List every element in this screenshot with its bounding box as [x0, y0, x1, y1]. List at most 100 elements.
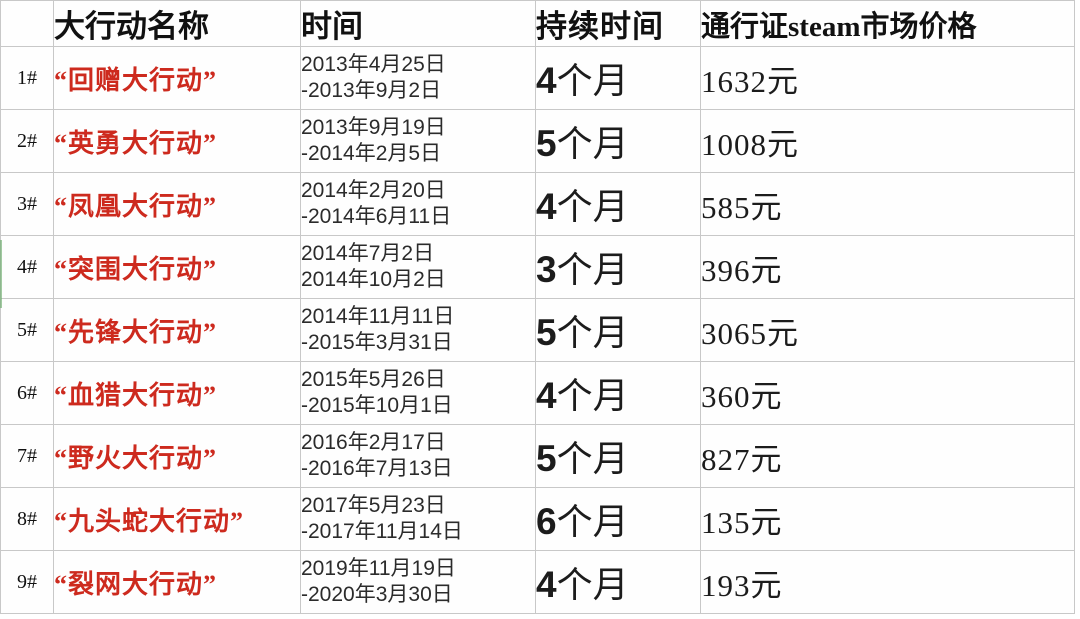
operation-name-cell: “裂网大行动”	[53, 550, 301, 614]
operation-price-cell: 3065元	[700, 298, 1075, 362]
operation-dates-cell: 2014年7月2日 2014年10月2日	[300, 235, 536, 299]
duration-unit: 个月	[556, 187, 629, 227]
date-start: 2017年5月23日	[301, 494, 446, 517]
row-index-label: 8#	[17, 507, 37, 530]
row-index-label: 1#	[17, 66, 37, 89]
col-header-price: 通行证steam市场价格	[700, 0, 1075, 47]
date-end: -2015年3月31日	[301, 331, 453, 354]
table-row: 3# “凤凰大行动” 2014年2月20日 -2014年6月11日 4个月 58…	[0, 172, 1075, 236]
operation-duration-cell: 4个月	[535, 46, 701, 110]
operation-price-cell: 193元	[700, 550, 1075, 614]
price-value: 396元	[701, 252, 783, 288]
operation-name-cell: “凤凰大行动”	[53, 172, 301, 236]
col-header-time: 时间	[300, 0, 536, 47]
operation-duration-cell: 6个月	[535, 487, 701, 551]
row-index: 3#	[0, 172, 54, 236]
date-end: 2014年10月2日	[301, 268, 446, 291]
duration-unit: 个月	[556, 376, 629, 416]
price-value: 1632元	[701, 63, 799, 99]
row-index: 5#	[0, 298, 54, 362]
col-header-operation-name: 大行动名称	[53, 0, 301, 47]
row-index: 1#	[0, 46, 54, 110]
date-start: 2014年7月2日	[301, 242, 435, 265]
operation-name: “九头蛇大行动”	[54, 506, 245, 536]
operation-name-cell: “血猎大行动”	[53, 361, 301, 425]
date-start: 2014年2月20日	[301, 179, 446, 202]
operation-dates-cell: 2013年9月19日 -2014年2月5日	[300, 109, 536, 173]
table-row: 6# “血猎大行动” 2015年5月26日 -2015年10月1日 4个月 36…	[0, 361, 1075, 425]
corner-cell	[0, 0, 54, 47]
table-row: 5# “先锋大行动” 2014年11月11日 -2015年3月31日 5个月 3…	[0, 298, 1075, 362]
date-start: 2015年5月26日	[301, 368, 446, 391]
date-end: -2016年7月13日	[301, 457, 453, 480]
operation-duration-cell: 5个月	[535, 298, 701, 362]
duration-number: 4	[536, 375, 557, 416]
operation-name: “突围大行动”	[54, 254, 218, 284]
operation-duration-cell: 5个月	[535, 109, 701, 173]
operation-dates-cell: 2013年4月25日 -2013年9月2日	[300, 46, 536, 110]
operation-price-cell: 135元	[700, 487, 1075, 551]
operation-dates-cell: 2015年5月26日 -2015年10月1日	[300, 361, 536, 425]
duration-number: 4	[536, 60, 557, 101]
operation-duration-cell: 4个月	[535, 550, 701, 614]
operation-duration-cell: 4个月	[535, 361, 701, 425]
duration-unit: 个月	[556, 565, 629, 605]
date-end: -2014年6月11日	[301, 205, 452, 228]
operation-dates-cell: 2019年11月19日 -2020年3月30日	[300, 550, 536, 614]
operation-name: “凤凰大行动”	[54, 191, 218, 221]
duration-unit: 个月	[556, 439, 629, 479]
row-index-label: 3#	[17, 192, 37, 215]
duration-number: 4	[536, 186, 557, 227]
operation-name: “裂网大行动”	[54, 569, 218, 599]
operation-name-cell: “英勇大行动”	[53, 109, 301, 173]
table-row: 7# “野火大行动” 2016年2月17日 -2016年7月13日 5个月 82…	[0, 424, 1075, 488]
price-value: 827元	[701, 441, 783, 477]
operation-name-cell: “回赠大行动”	[53, 46, 301, 110]
duration-number: 4	[536, 564, 557, 605]
row-index: 2#	[0, 109, 54, 173]
operation-name: “先锋大行动”	[54, 317, 218, 347]
table-row: 2# “英勇大行动” 2013年9月19日 -2014年2月5日 5个月 100…	[0, 109, 1075, 173]
table-row: 9# “裂网大行动” 2019年11月19日 -2020年3月30日 4个月 1…	[0, 550, 1075, 614]
date-start: 2014年11月11日	[301, 305, 455, 328]
price-value: 585元	[701, 189, 783, 225]
operation-name: “野火大行动”	[54, 443, 218, 473]
row-index-label: 2#	[17, 129, 37, 152]
duration-unit: 个月	[556, 61, 629, 101]
operation-dates-cell: 2014年11月11日 -2015年3月31日	[300, 298, 536, 362]
duration-number: 6	[536, 501, 557, 542]
duration-number: 5	[536, 123, 557, 164]
operation-duration-cell: 4个月	[535, 172, 701, 236]
row-index: 9#	[0, 550, 54, 614]
duration-number: 5	[536, 312, 557, 353]
price-value: 360元	[701, 378, 783, 414]
operation-name-cell: “九头蛇大行动”	[53, 487, 301, 551]
row-index: 4#	[0, 235, 54, 299]
price-value: 3065元	[701, 315, 799, 351]
date-end: -2014年2月5日	[301, 142, 442, 165]
col-header-duration: 持续时间	[535, 0, 701, 47]
duration-unit: 个月	[556, 124, 629, 164]
date-end: -2015年10月1日	[301, 394, 453, 417]
table-row: 8# “九头蛇大行动” 2017年5月23日 -2017年11月14日 6个月 …	[0, 487, 1075, 551]
operation-price-cell: 396元	[700, 235, 1075, 299]
operation-dates-cell: 2014年2月20日 -2014年6月11日	[300, 172, 536, 236]
row-index: 8#	[0, 487, 54, 551]
operation-name-cell: “突围大行动”	[53, 235, 301, 299]
row-index-label: 5#	[17, 318, 37, 341]
row-index-label: 9#	[17, 570, 37, 593]
operation-dates-cell: 2017年5月23日 -2017年11月14日	[300, 487, 536, 551]
row-index-label: 4#	[17, 255, 37, 278]
duration-number: 5	[536, 438, 557, 479]
operation-price-cell: 360元	[700, 361, 1075, 425]
header-row: 大行动名称 时间 持续时间 通行证steam市场价格	[0, 0, 1075, 47]
table-row: 4# “突围大行动” 2014年7月2日 2014年10月2日 3个月 396元	[0, 235, 1075, 299]
row-index: 6#	[0, 361, 54, 425]
operation-name: “英勇大行动”	[54, 128, 218, 158]
price-value: 135元	[701, 504, 783, 540]
price-value: 1008元	[701, 126, 799, 162]
row-index-label: 7#	[17, 444, 37, 467]
price-value: 193元	[701, 567, 783, 603]
